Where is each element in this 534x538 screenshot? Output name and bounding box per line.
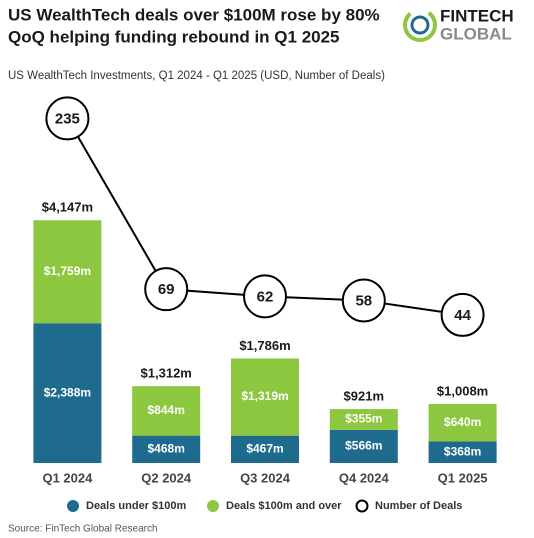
- value-label: $566m: [345, 439, 382, 453]
- bar-segment: [428, 441, 497, 463]
- deal-marker: [243, 274, 287, 319]
- bar-segment: [132, 435, 201, 463]
- x-tick-label: Q4 2024: [339, 470, 390, 485]
- bar-segment: [231, 435, 299, 463]
- logo-icon: [403, 8, 437, 42]
- value-label: $1,759m: [44, 264, 91, 278]
- logo: FINTECH GLOBAL: [403, 6, 514, 43]
- value-label: $368m: [444, 444, 481, 458]
- total-label: $1,008m: [437, 383, 488, 398]
- total-label: $1,786m: [239, 338, 290, 353]
- deal-marker: [144, 267, 189, 312]
- legend-swatch: [355, 499, 369, 513]
- deal-label: 69: [158, 281, 175, 298]
- deal-label: 58: [355, 292, 372, 309]
- total-label: $4,147m: [42, 200, 93, 215]
- logo-text: GLOBAL: [440, 24, 512, 43]
- deal-marker: [440, 292, 485, 337]
- value-label: $2,388m: [44, 385, 91, 399]
- total-label: $921m: [344, 389, 384, 404]
- value-label: $844m: [148, 403, 185, 417]
- value-label: $1,319m: [241, 389, 288, 403]
- title-line: US WealthTech deals over $100M rose by 8…: [8, 5, 380, 24]
- bar-segment: [428, 403, 497, 442]
- bar-segment: [231, 358, 299, 436]
- bar-segment: [329, 409, 398, 430]
- value-label: $355m: [345, 412, 382, 426]
- total-label: $1,312m: [141, 366, 192, 381]
- legend-label: Deals under $100m: [86, 500, 186, 512]
- source: Source: FinTech Global Research: [8, 524, 158, 535]
- legend-label: Number of Deals: [375, 500, 462, 512]
- x-tick-label: Q1 2025: [438, 470, 488, 485]
- bar-segment: [33, 220, 102, 324]
- logo-icon: [410, 15, 430, 35]
- x-tick-label: Q3 2024: [240, 470, 291, 485]
- legend-swatch: [67, 500, 79, 512]
- deal-label: 235: [55, 110, 80, 127]
- value-label: $640m: [444, 415, 481, 429]
- title-line: QoQ helping funding rebound in Q1 2025: [8, 27, 340, 46]
- x-tick-label: Q1 2024: [42, 470, 93, 485]
- value-label: $468m: [148, 441, 185, 455]
- bar-segment: [329, 429, 398, 463]
- logo-text: FINTECH: [440, 6, 514, 25]
- bar-segment: [33, 323, 102, 463]
- deal-marker: [341, 278, 386, 323]
- deal-marker: [45, 96, 90, 141]
- subtitle: US WealthTech Investments, Q1 2024 - Q1 …: [8, 70, 385, 82]
- deal-label: 44: [454, 307, 471, 324]
- deal-label: 62: [257, 288, 274, 305]
- x-tick-label: Q2 2024: [141, 470, 192, 485]
- bar-segment: [132, 386, 201, 436]
- legend-label: Deals $100m and over: [226, 500, 342, 512]
- legend-swatch: [207, 500, 219, 512]
- value-label: $467m: [246, 442, 283, 456]
